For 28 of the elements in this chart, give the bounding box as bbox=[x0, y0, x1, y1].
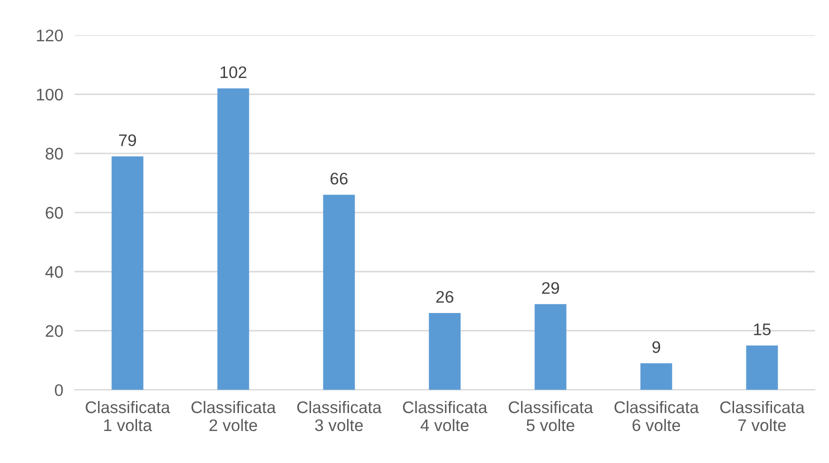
y-tick-label: 40 bbox=[45, 266, 63, 278]
data-label: 9 bbox=[652, 341, 660, 354]
y-tick-label: 120 bbox=[36, 30, 63, 42]
x-tick-label: Classificata 4 volte bbox=[403, 400, 488, 432]
bar bbox=[428, 313, 461, 390]
data-label: 79 bbox=[119, 134, 136, 146]
data-label: 29 bbox=[542, 282, 559, 294]
data-label: 102 bbox=[220, 66, 246, 78]
bar bbox=[112, 156, 144, 390]
data-label: 26 bbox=[436, 290, 454, 303]
y-tick-label: 60 bbox=[46, 206, 63, 219]
y-tick-label: 20 bbox=[46, 325, 63, 337]
x-tick-label: Classificata 2 volte bbox=[191, 400, 276, 432]
bar bbox=[323, 194, 355, 390]
y-tick-label: 80 bbox=[46, 148, 63, 160]
x-tick-label: Classificata 7 volte bbox=[720, 400, 805, 432]
data-label: 15 bbox=[754, 324, 771, 336]
y-tick-label: 0 bbox=[54, 384, 63, 396]
y-tick-label: 100 bbox=[36, 88, 63, 100]
x-tick-label: Classificata 5 volte bbox=[508, 400, 594, 432]
bar bbox=[217, 88, 250, 390]
x-tick-label: Classificata 1 volta bbox=[86, 400, 170, 432]
bar bbox=[746, 346, 778, 390]
x-tick-label: Classificata 3 volte bbox=[297, 400, 382, 432]
bar bbox=[640, 363, 672, 390]
bar bbox=[534, 304, 566, 390]
data-label: 66 bbox=[330, 172, 348, 185]
x-tick-label: Classificata 6 volte bbox=[614, 400, 699, 432]
